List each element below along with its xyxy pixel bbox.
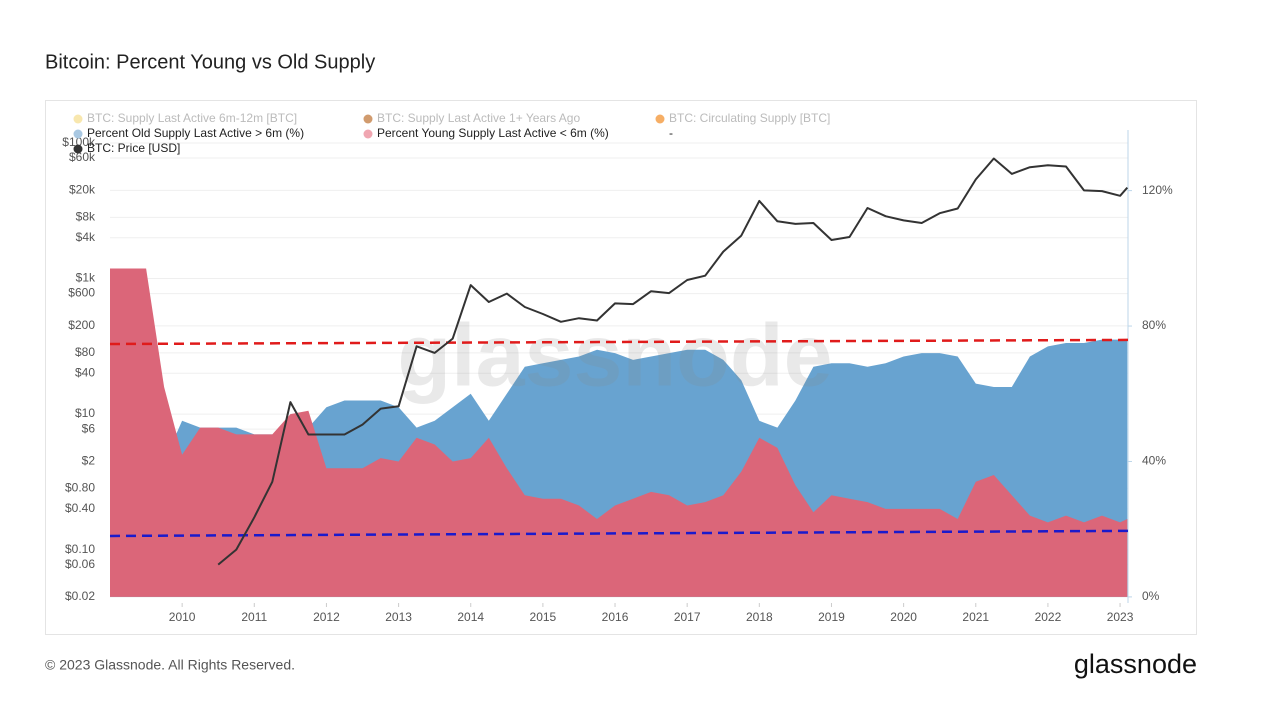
y-tick-label: $0.02 xyxy=(65,589,95,603)
y-tick-label: $4k xyxy=(76,230,96,244)
legend-label[interactable]: BTC: Price [USD] xyxy=(87,141,180,155)
logo: glassnode xyxy=(1074,649,1197,679)
chart-title: Bitcoin: Percent Young vs Old Supply xyxy=(45,51,375,73)
legend-label[interactable]: BTC: Supply Last Active 6m-12m [BTC] xyxy=(87,111,297,125)
y-tick-label: $8k xyxy=(76,210,96,224)
y-tick-label: $200 xyxy=(68,318,95,332)
area xyxy=(110,268,1128,597)
y-tick-label: $0.10 xyxy=(65,542,95,556)
y-tick-label: $0.40 xyxy=(65,501,95,515)
x-tick-label: 2016 xyxy=(602,610,629,624)
y-tick-label: $0.80 xyxy=(65,481,95,495)
copyright: © 2023 Glassnode. All Rights Reserved. xyxy=(45,657,295,673)
x-tick-label: 2020 xyxy=(890,610,917,624)
y-tick-label: $2 xyxy=(82,454,96,468)
y-tick-label: $6 xyxy=(82,421,96,435)
reference-line xyxy=(109,529,1129,538)
x-tick-label: 2015 xyxy=(530,610,557,624)
y2-tick-label: 80% xyxy=(1142,318,1166,332)
y-tick-label: $10 xyxy=(75,406,95,420)
legend-marker xyxy=(73,114,83,124)
y-tick-label: $0.06 xyxy=(65,557,95,571)
x-tick-label: 2022 xyxy=(1035,610,1062,624)
x-tick-label: 2013 xyxy=(385,610,412,624)
chart-frame xyxy=(45,100,1197,635)
legend-label[interactable]: - xyxy=(669,126,673,140)
x-tick-label: 2010 xyxy=(169,610,196,624)
watermark: glassnode xyxy=(397,305,832,404)
legend-label[interactable]: Percent Young Supply Last Active < 6m (%… xyxy=(377,126,609,140)
x-tick-label: 2012 xyxy=(313,610,340,624)
y-tick-label: $60k xyxy=(69,150,96,164)
x-tick-label: 2011 xyxy=(241,610,267,624)
reference-line xyxy=(109,338,1129,346)
x-tick-label: 2017 xyxy=(674,610,701,624)
x-tick-label: 2023 xyxy=(1107,610,1134,624)
legend-marker xyxy=(363,114,373,124)
legend-marker xyxy=(655,114,665,124)
price-line xyxy=(217,157,1129,566)
x-tick-label: 2014 xyxy=(457,610,484,624)
legend-label[interactable]: BTC: Circulating Supply [BTC] xyxy=(669,111,830,125)
y-tick-label: $1k xyxy=(76,271,96,285)
legend-label[interactable]: BTC: Supply Last Active 1+ Years Ago xyxy=(377,111,580,125)
x-tick-label: 2021 xyxy=(962,610,989,624)
legend-marker xyxy=(363,129,373,139)
y-tick-label: $40 xyxy=(75,365,95,379)
y2-tick-label: 0% xyxy=(1142,589,1160,603)
legend-marker xyxy=(73,129,83,139)
x-tick-label: 2019 xyxy=(818,610,845,624)
y-tick-label: $600 xyxy=(68,286,95,300)
y2-tick-label: 40% xyxy=(1142,454,1166,468)
y-tick-label: $80 xyxy=(75,345,95,359)
x-tick-label: 2018 xyxy=(746,610,773,624)
y2-tick-label: 120% xyxy=(1142,183,1173,197)
y-tick-label: $100k xyxy=(62,135,96,149)
y-tick-label: $20k xyxy=(69,183,96,197)
legend-label[interactable]: Percent Old Supply Last Active > 6m (%) xyxy=(87,126,304,140)
legend-marker xyxy=(73,144,83,154)
